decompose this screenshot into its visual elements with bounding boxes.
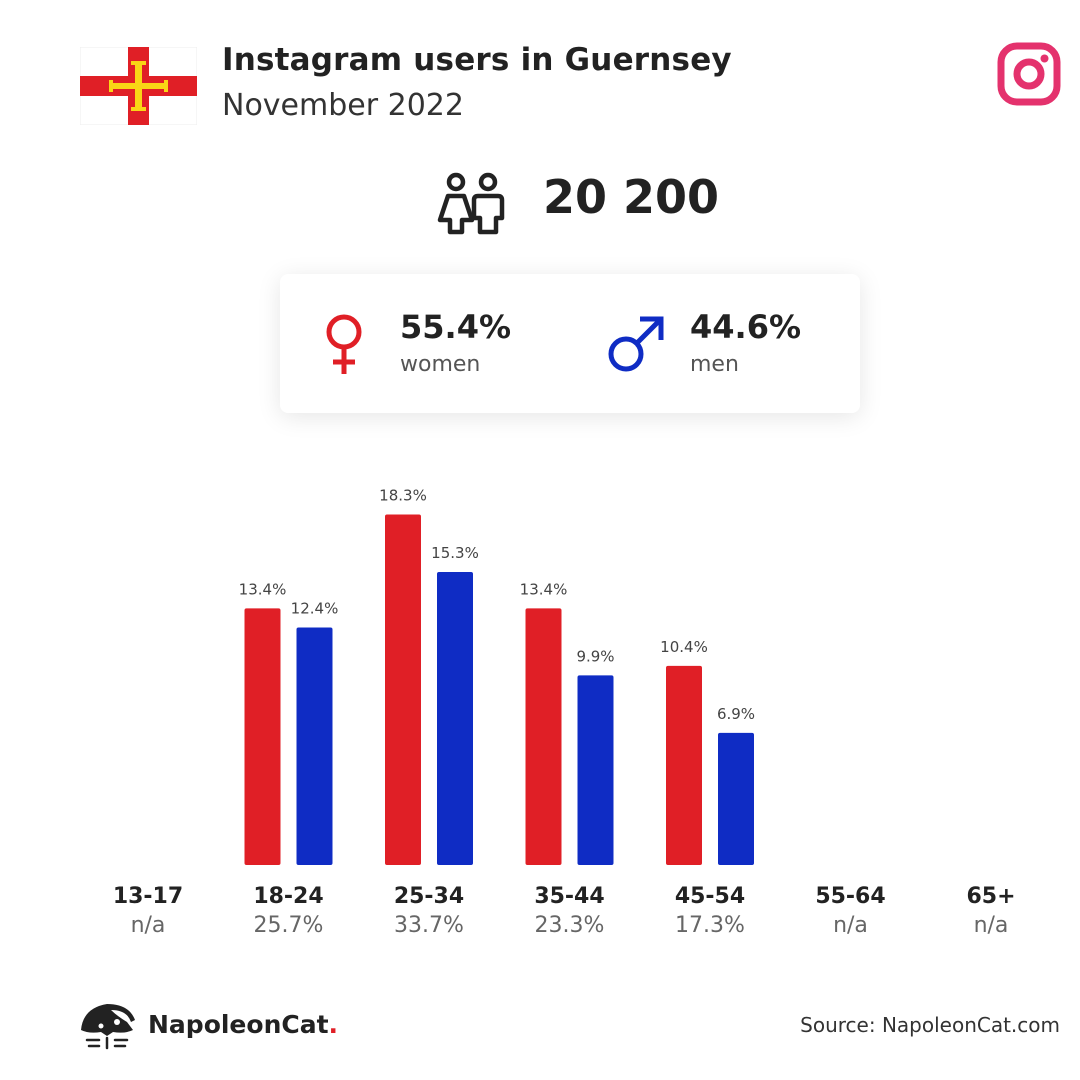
age-category-share: 33.7% <box>394 913 464 938</box>
age-category-share: n/a <box>130 913 166 938</box>
bar-men-25-34 <box>437 572 473 865</box>
guernsey-flag-icon <box>80 47 197 125</box>
bar-label-men-35-44: 9.9% <box>576 647 614 665</box>
age-category-65+: 65+ n/a <box>931 884 1051 938</box>
age-category-share: 23.3% <box>534 913 605 938</box>
age-category-55-64: 55-64 n/a <box>791 884 911 938</box>
bar-label-men-45-54: 6.9% <box>717 705 755 723</box>
age-category-share: 25.7% <box>253 913 324 938</box>
napoleoncat-logo-icon <box>81 1004 135 1050</box>
bar-label-women-25-34: 18.3% <box>379 487 427 505</box>
age-category-label: 55-64 <box>815 884 886 909</box>
bar-men-18-24 <box>296 627 333 865</box>
age-category-18-24: 18-24 25.7% <box>229 884 349 938</box>
bar-label-women-35-44: 13.4% <box>520 580 568 598</box>
bar-women-45-54 <box>666 665 702 865</box>
bar-label-men-18-24: 12.4% <box>291 600 339 618</box>
men-label: men <box>690 352 739 377</box>
total-users-value: 20 200 <box>543 170 720 224</box>
brand-text: NapoleonCat <box>148 1010 329 1039</box>
age-category-35-44: 35-44 23.3% <box>510 884 630 938</box>
source-credit: Source: NapoleonCat.com <box>800 1013 1060 1037</box>
age-category-label: 18-24 <box>253 884 324 909</box>
age-category-13-17: 13-17 n/a <box>88 884 208 938</box>
instagram-icon <box>997 42 1061 106</box>
bar-label-women-45-54: 10.4% <box>660 638 708 656</box>
women-percent: 55.4% <box>400 308 512 346</box>
age-category-label: 45-54 <box>674 884 746 909</box>
age-category-label: 13-17 <box>112 884 184 909</box>
brand-name: NapoleonCat. <box>148 1010 338 1039</box>
brand-dot: . <box>328 1010 339 1039</box>
bar-women-35-44 <box>525 608 562 865</box>
bar-women-18-24 <box>244 608 281 865</box>
female-symbol-icon <box>326 314 362 374</box>
age-category-25-34: 25-34 33.7% <box>369 884 489 938</box>
people-icon <box>437 172 505 235</box>
age-category-share: n/a <box>833 913 868 938</box>
bar-women-25-34 <box>385 514 421 865</box>
men-percent: 44.6% <box>690 308 802 346</box>
age-category-45-54: 45-54 17.3% <box>650 884 770 938</box>
page-title: Instagram users in Guernsey <box>222 42 732 78</box>
bar-label-men-25-34: 15.3% <box>431 544 479 562</box>
bar-label-women-18-24: 13.4% <box>239 580 287 598</box>
age-category-label: 65+ <box>966 884 1016 909</box>
male-symbol-icon <box>608 316 664 372</box>
gender-split-card: 55.4% women 44.6% men <box>280 274 860 413</box>
bar-men-45-54 <box>718 732 754 865</box>
age-category-share: n/a <box>973 913 1009 938</box>
age-category-label: 35-44 <box>534 884 605 909</box>
age-gender-bar-chart: 13.4%12.4%18.3%15.3%13.4%9.9%10.4%6.9% <box>239 487 755 865</box>
age-category-share: 17.3% <box>675 913 745 938</box>
age-category-label: 25-34 <box>393 884 465 909</box>
page-subtitle: November 2022 <box>222 88 464 123</box>
bar-men-35-44 <box>577 675 614 865</box>
women-label: women <box>400 352 481 377</box>
